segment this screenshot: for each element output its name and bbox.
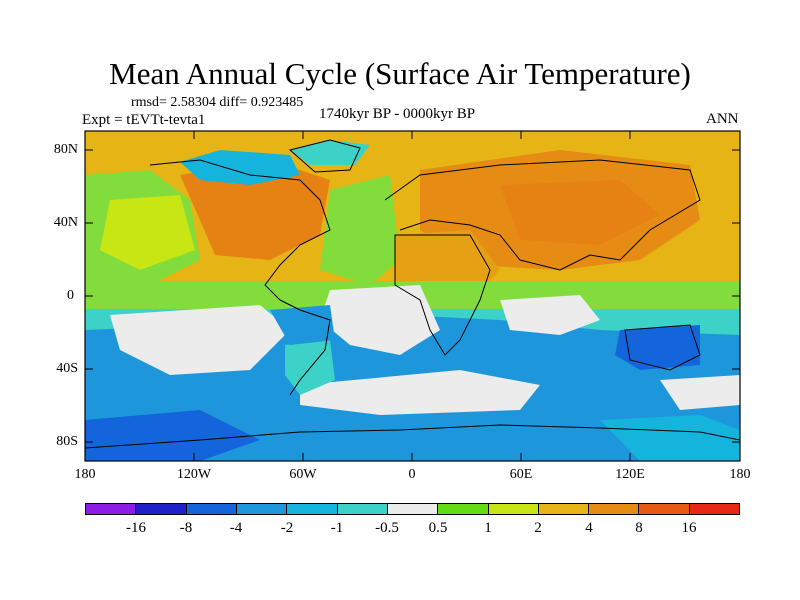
coast-north-america — [149, 159, 331, 301]
colorbar-swatch — [538, 504, 590, 514]
lat-ticks — [85, 149, 740, 443]
colorbar-label: 0.5 — [428, 520, 448, 536]
experiment-label: Expt = tEVTt-tevta1 — [82, 112, 206, 128]
colorbar-swatch — [86, 504, 137, 514]
colorbar-label: -16 — [126, 520, 146, 536]
lon-label-180w: 180 — [74, 467, 96, 482]
coast-eurasia — [384, 159, 701, 271]
colorbar-swatch — [287, 504, 338, 514]
colorbar-label: -4 — [229, 520, 243, 536]
colorbar-swatch — [589, 504, 640, 514]
field-antarctic-cold-west — [85, 410, 260, 461]
field-north-pacific-yellow — [100, 195, 195, 270]
colorbar-swatch — [337, 504, 388, 514]
colorbar-swatch — [186, 504, 237, 514]
field-neutral-indian — [500, 295, 600, 335]
lon-label-180e: 180 — [729, 467, 751, 482]
temperature-field — [85, 131, 740, 461]
coast-africa — [394, 234, 491, 356]
lon-label-120w: 120W — [176, 467, 212, 482]
lon-label-60e: 60E — [509, 467, 533, 482]
lon-label-60w: 60W — [289, 467, 317, 482]
field-amazon — [270, 305, 335, 345]
lat-label-80s: 80S — [56, 434, 78, 449]
colorbar-swatch — [639, 504, 690, 514]
coast-australia — [624, 324, 701, 371]
colorbar-swatch — [438, 504, 489, 514]
colorbar-label: 1 — [484, 520, 492, 536]
field-neutral-south — [300, 370, 540, 415]
colorbar-swatch — [236, 504, 288, 514]
colorbar-label: -8 — [179, 520, 193, 536]
field-australia-cold — [615, 325, 700, 370]
field-arctic-cold-canada — [180, 150, 300, 185]
field-north-atlantic — [320, 175, 400, 285]
colorbar-swatch — [136, 504, 187, 514]
coast-antarctica — [85, 424, 740, 449]
field-eurasia-core — [500, 180, 660, 245]
coastlines — [85, 139, 740, 449]
colorbar-label: 16 — [681, 520, 697, 536]
colorbar-label: -2 — [280, 520, 294, 536]
field-neutral-pacific — [110, 305, 290, 375]
lat-label-80n: 80N — [53, 142, 78, 157]
field-neutral-east — [660, 375, 740, 410]
colorbar-swatch — [488, 504, 539, 514]
period-label: 1740kyr BP - 0000kyr BP — [319, 106, 476, 122]
colorbar — [85, 503, 740, 515]
lon-label-120e: 120E — [615, 467, 645, 482]
colorbar-swatch — [387, 504, 439, 514]
plot-title: Mean Annual Cycle (Surface Air Temperatu… — [109, 56, 691, 91]
field-antarctic-east — [600, 415, 740, 461]
field-arctic-band — [85, 131, 740, 155]
colorbar-label: 2 — [534, 520, 542, 536]
coast-greenland — [288, 139, 361, 173]
field-neutral-atlantic — [320, 285, 440, 355]
lon-label-0: 0 — [408, 467, 416, 482]
field-greenland-cold — [290, 140, 370, 165]
colorbar-label: 8 — [635, 520, 643, 536]
lat-label-eq: 0 — [67, 288, 74, 303]
field-north-america-hot — [180, 160, 330, 260]
rmsd-diff-stats: rmsd= 2.58304 diff= 0.923485 — [131, 95, 304, 110]
season-label: ANN — [706, 111, 739, 127]
lon-ticks — [193, 131, 631, 461]
colorbar-label: -0.5 — [375, 520, 399, 536]
colorbar-label: -1 — [330, 520, 344, 536]
lat-label-40n: 40N — [53, 215, 78, 230]
colorbar-label: 4 — [585, 520, 593, 536]
coast-south-america — [279, 299, 331, 396]
lat-label-40s: 40S — [56, 361, 78, 376]
colorbar-swatch — [689, 504, 740, 514]
